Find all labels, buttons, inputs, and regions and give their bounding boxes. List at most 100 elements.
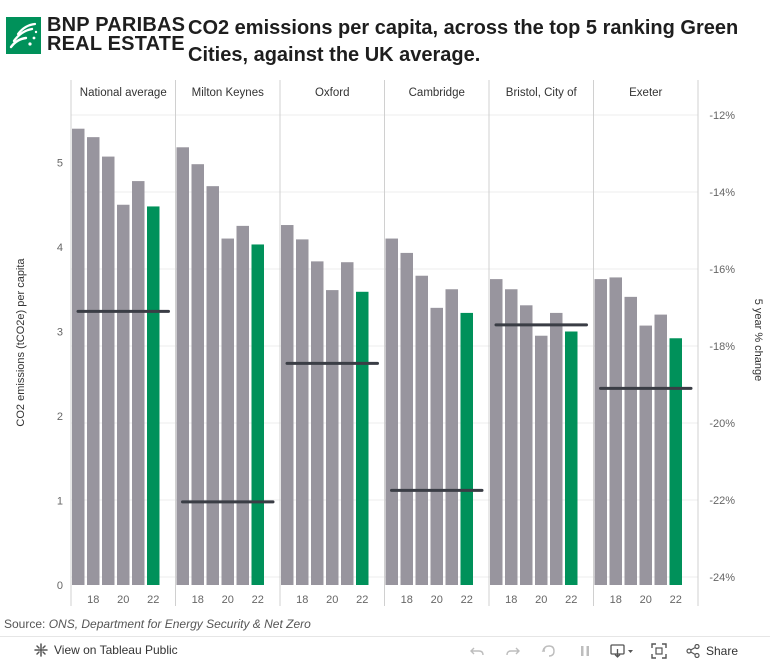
bar (356, 291, 369, 585)
x-tick-label: 22 (565, 594, 577, 606)
redo-icon (506, 647, 520, 656)
bar (102, 156, 115, 585)
panel-header: National average (80, 87, 167, 99)
right-tick-label: -24% (709, 572, 735, 584)
x-tick-label: 22 (252, 594, 264, 606)
right-tick-label: -14% (709, 187, 735, 199)
bar (594, 279, 607, 585)
x-tick-label: 20 (222, 594, 234, 606)
left-tick-label: 3 (57, 327, 63, 339)
pause-button[interactable] (574, 640, 596, 662)
co2-chart: -12% -14% -16% -18% -20% -22% -24% 0 1 2 3 4 5 CO2 em… (15, 80, 764, 606)
revert-icon (541, 645, 555, 657)
undo-icon (469, 647, 484, 656)
bar (176, 147, 189, 585)
bar (236, 225, 249, 585)
bar (87, 137, 100, 585)
x-tick-label: 18 (505, 594, 517, 606)
bar (281, 225, 294, 585)
bar (505, 289, 518, 585)
undo-button[interactable] (466, 640, 488, 662)
left-tick-label: 4 (57, 242, 63, 254)
bar (490, 279, 503, 585)
share-icon (686, 644, 700, 658)
left-tick-label: 5 (57, 158, 63, 170)
x-tick-label: 20 (535, 594, 547, 606)
download-button[interactable] (610, 640, 634, 662)
tableau-toolbar: View on Tableau Public Share (0, 636, 770, 664)
view-on-tableau-public-link[interactable]: View on Tableau Public (34, 643, 178, 657)
bar (654, 314, 667, 585)
x-tick-label: 18 (192, 594, 204, 606)
view-on-tableau-label: View on Tableau Public (54, 643, 178, 657)
x-tick-label: 18 (401, 594, 413, 606)
bar (609, 277, 622, 585)
right-tick-label: -12% (709, 110, 735, 122)
toolbar-actions: Share (452, 640, 770, 662)
bar (206, 186, 219, 585)
bar (415, 275, 428, 585)
tableau-icon (34, 643, 48, 657)
bar (311, 261, 324, 585)
left-tick-label: 1 (57, 496, 63, 508)
panel-header: Milton Keynes (192, 87, 264, 99)
share-button[interactable]: Share (686, 644, 738, 658)
panel-header: Bristol, City of (506, 87, 578, 99)
panel-header: Cambridge (409, 87, 465, 99)
bar (639, 325, 652, 585)
left-tick-label: 2 (57, 411, 63, 423)
fullscreen-button[interactable] (648, 640, 670, 662)
share-label: Share (705, 644, 738, 658)
bar (251, 244, 264, 585)
right-tick-label: -20% (709, 418, 735, 430)
bnp-paribas-logo-mark (6, 17, 41, 54)
bar (535, 335, 548, 585)
x-tick-label: 22 (356, 594, 368, 606)
bar (296, 239, 309, 585)
x-tick-label: 18 (296, 594, 308, 606)
x-tick-label: 20 (117, 594, 129, 606)
x-tick-label: 22 (147, 594, 159, 606)
bar (460, 312, 473, 585)
download-icon (610, 644, 633, 658)
bar (445, 289, 458, 585)
pause-icon (580, 646, 589, 656)
chart-title: CO2 emissions per capita, across the top… (188, 17, 739, 66)
source-label: Source: (4, 617, 46, 631)
right-tick-label: -18% (709, 341, 735, 353)
bar (147, 206, 160, 585)
bar (326, 290, 339, 585)
bar (191, 164, 204, 585)
bar (221, 238, 234, 586)
redo-button[interactable] (502, 640, 524, 662)
x-tick-label: 20 (431, 594, 443, 606)
header: BNP PARIBAS REAL ESTATE CO2 emissions pe… (0, 0, 770, 80)
right-tick-label: -16% (709, 264, 735, 276)
bar (132, 181, 145, 585)
x-tick-label: 18 (610, 594, 622, 606)
bar (341, 262, 354, 585)
left-axis-title: CO2 emissions (tCO2e) per capita (15, 258, 27, 427)
bar (624, 296, 637, 585)
bar (550, 312, 563, 585)
bar (385, 238, 398, 586)
fullscreen-icon (651, 643, 667, 659)
x-tick-label: 18 (87, 594, 99, 606)
revert-button[interactable] (538, 640, 560, 662)
right-axis-title: 5 year % change (752, 299, 764, 382)
source-text: ONS, Department for Energy Security & Ne… (48, 617, 311, 631)
logo-line-2: REAL ESTATE (47, 33, 185, 55)
bar (72, 128, 85, 585)
right-tick-label: -22% (709, 495, 735, 507)
panel-header: Oxford (315, 87, 350, 99)
bar (430, 307, 443, 585)
source-note: Source: ONS, Department for Energy Secur… (4, 617, 311, 631)
bar (565, 331, 578, 585)
x-tick-label: 20 (640, 594, 652, 606)
bar (669, 338, 682, 585)
panel-header: Exeter (629, 87, 662, 99)
bar (117, 204, 130, 585)
bar (400, 252, 413, 586)
bnp-paribas-logo-text: BNP PARIBAS REAL ESTATE (47, 14, 186, 55)
logo-line-1: BNP PARIBAS (47, 14, 186, 36)
